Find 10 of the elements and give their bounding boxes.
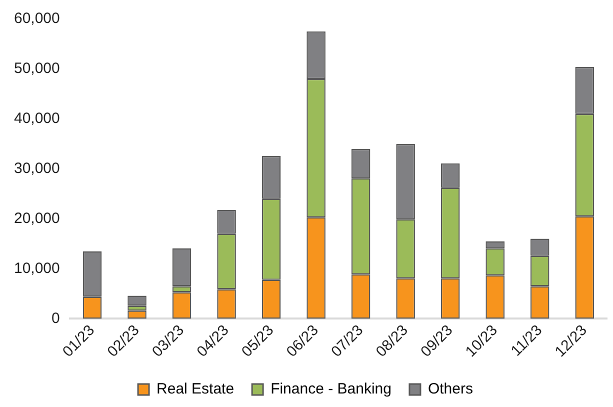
y-tick-label: 40,000 [14, 110, 60, 128]
y-tick-label: 10,000 [14, 260, 60, 277]
legend-label: Real Estate [156, 380, 234, 398]
y-tick-label: 50,000 [14, 60, 60, 78]
y-tick-label: 0 [52, 310, 60, 327]
y-tick-label: 30,000 [14, 160, 60, 178]
y-tick-label: 20,000 [14, 210, 60, 227]
legend-label: Others [428, 380, 473, 398]
legend-label: Finance - Banking [270, 380, 392, 398]
y-tick-label: 60,000 [14, 10, 60, 28]
